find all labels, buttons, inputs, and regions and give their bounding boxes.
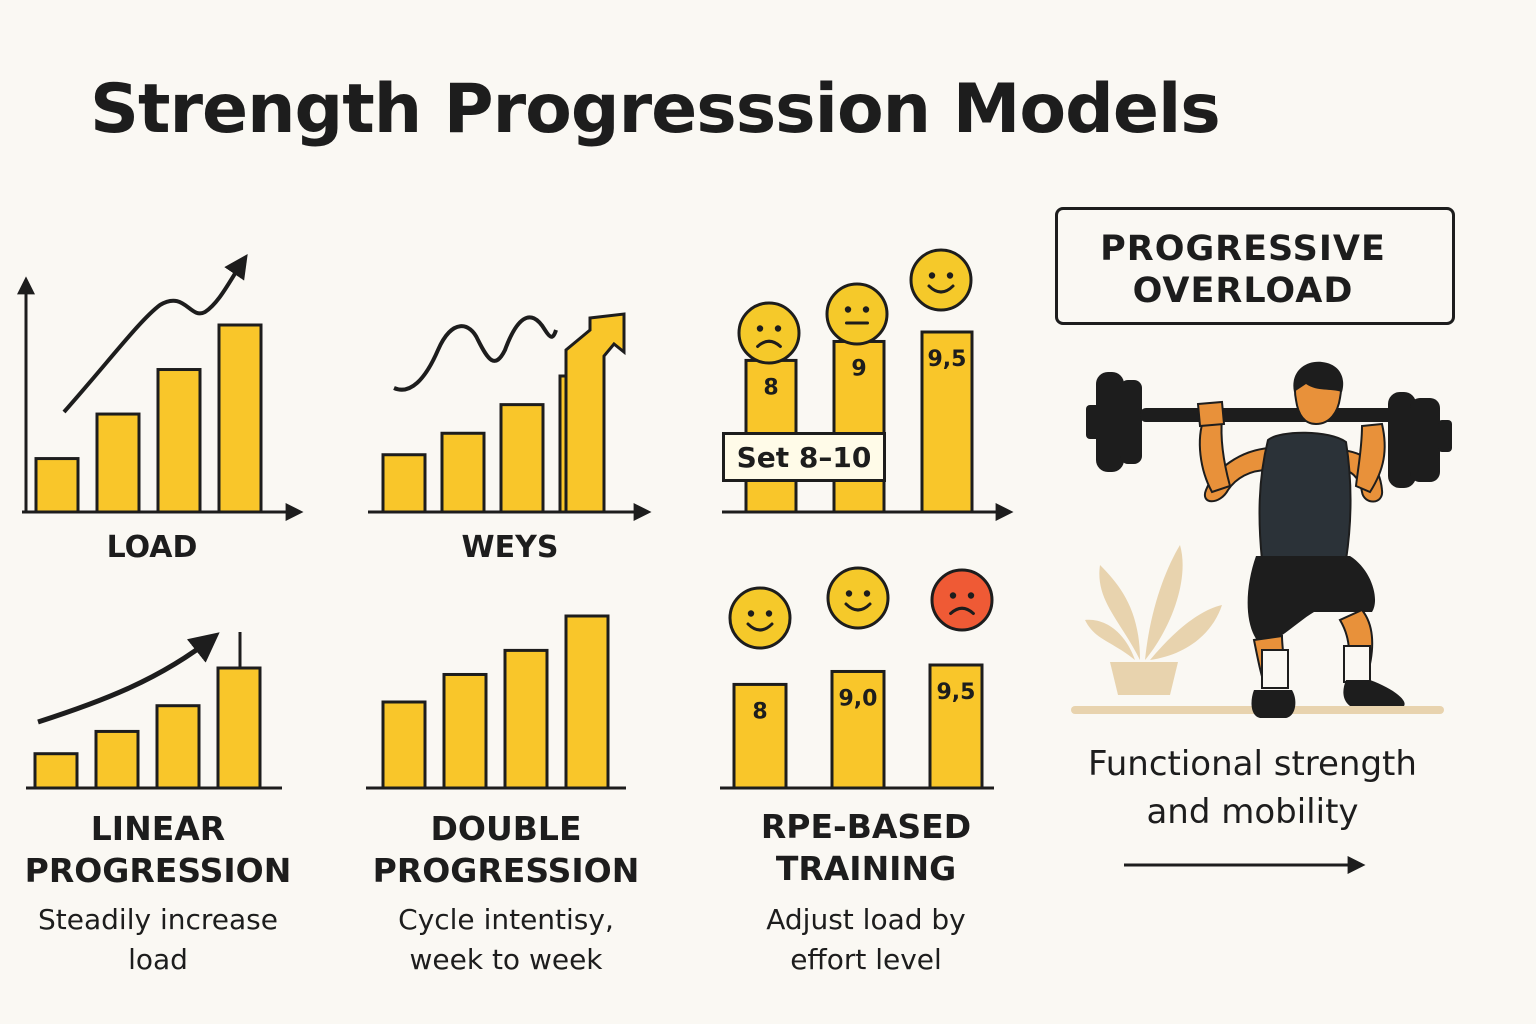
linear-bar-1: [33, 752, 79, 790]
double-chart: [366, 614, 626, 790]
rpe-bottom-bar-label-3: 9,5: [937, 680, 976, 705]
linear-chart: [26, 632, 282, 790]
rpe-top-smiley-face-icon-1: [737, 301, 801, 365]
double-heading-line1: DOUBLE: [430, 809, 582, 848]
linear-desc-line2: load: [128, 943, 188, 976]
weys-bar-3: [499, 403, 545, 514]
weys-bar-2: [440, 431, 486, 514]
double-progression-heading: DOUBLE PROGRESSION: [356, 808, 656, 892]
double-bar-2: [442, 672, 488, 790]
linear-progression-heading: LINEAR PROGRESSION: [8, 808, 308, 892]
double-desc-line2: week to week: [409, 943, 603, 976]
rpe-bottom-bars: 8 9,0 9,5: [732, 663, 984, 790]
progressive-overload-label: PROGRESSIVE OVERLOAD: [1088, 228, 1398, 312]
load-trend-arrow-icon: [62, 254, 248, 414]
load-bar-2: [95, 412, 141, 514]
set-range-label: Set 8–10: [722, 432, 886, 482]
weys-bar-1: [381, 453, 427, 514]
double-bar-4: [564, 614, 610, 790]
overload-line2: OVERLOAD: [1132, 271, 1354, 311]
weys-block-arrow-icon: [564, 312, 626, 514]
load-bar-3: [156, 368, 202, 514]
rpe-desc-line2: effort level: [790, 943, 942, 976]
linear-bar-3: [155, 704, 201, 790]
rpe-top-smiley-face-icon-2: [825, 282, 889, 346]
double-bar-3: [503, 648, 549, 790]
rpe-heading-line1: RPE-BASED: [760, 807, 972, 846]
double-heading-line2: PROGRESSION: [372, 851, 640, 890]
load-bar-4: [217, 323, 263, 514]
linear-heading-line1: LINEAR: [90, 809, 226, 848]
rpe-top-bar-3: [920, 330, 974, 514]
load-bar-1: [34, 457, 80, 514]
rpe-bottom-smiley-face-icon-3: [930, 568, 994, 632]
functional-line1: Functional strength: [1088, 744, 1417, 784]
linear-heading-line2: PROGRESSION: [24, 851, 292, 890]
rpe-top-smiley-face-icon-3: [909, 248, 973, 312]
linear-bars: [33, 666, 262, 790]
rpe-bottom-smiley-face-icon-2: [826, 566, 890, 630]
plant-icon: [1071, 545, 1444, 714]
rpe-desc-line1: Adjust load by: [766, 903, 966, 936]
rpe-bottom-bar-label-2: 9,0: [839, 686, 878, 711]
load-chart-caption: LOAD: [106, 530, 198, 565]
rpe-bottom-chart: 8 9,0 9,5: [720, 566, 994, 790]
rpe-top-bar-label-3: 9,5: [928, 347, 967, 372]
rpe-based-heading: RPE-BASED TRAINING: [716, 806, 1016, 890]
rpe-bottom-bar-label-1: 8: [752, 699, 767, 724]
double-bar-1: [381, 700, 427, 790]
double-desc-line1: Cycle intentisy,: [398, 903, 614, 936]
weys-chart: [368, 312, 652, 521]
load-chart: [17, 254, 304, 521]
rpe-bottom-bar-3: [928, 663, 984, 790]
linear-trend-arrow-icon: [37, 632, 220, 725]
weys-chart-caption: WEYS: [461, 530, 559, 565]
rpe-top-bar-label-2: 9: [851, 356, 866, 381]
page-title: Strength Progresssion Models: [90, 70, 1221, 149]
rpe-based-desc: Adjust load by effort level: [716, 900, 1016, 980]
functional-strength-caption: Functional strength and mobility: [1060, 740, 1445, 836]
rpe-top-faces: [737, 248, 973, 365]
rpe-bottom-smiley-face-icon-1: [728, 586, 792, 650]
progressive-overload-box: PROGRESSIVE OVERLOAD: [1055, 207, 1455, 325]
linear-progression-desc: Steadily increase load: [8, 900, 308, 980]
linear-desc-line1: Steadily increase: [38, 903, 278, 936]
weightlifter-illustration: [1086, 361, 1452, 718]
load-bars: [34, 323, 263, 514]
double-bars: [381, 614, 610, 790]
overload-line1: PROGRESSIVE: [1100, 229, 1386, 269]
functional-line2: and mobility: [1146, 792, 1359, 832]
rpe-top-bar-label-1: 8: [763, 375, 778, 400]
rpe-bottom-faces: [728, 566, 994, 650]
rpe-heading-line2: TRAINING: [775, 849, 957, 888]
linear-bar-4: [216, 666, 262, 790]
double-progression-desc: Cycle intentisy, week to week: [356, 900, 656, 980]
rpe-top-bar-2: [832, 339, 886, 514]
weys-wave-line-icon: [393, 315, 558, 392]
linear-bar-2: [94, 729, 140, 790]
